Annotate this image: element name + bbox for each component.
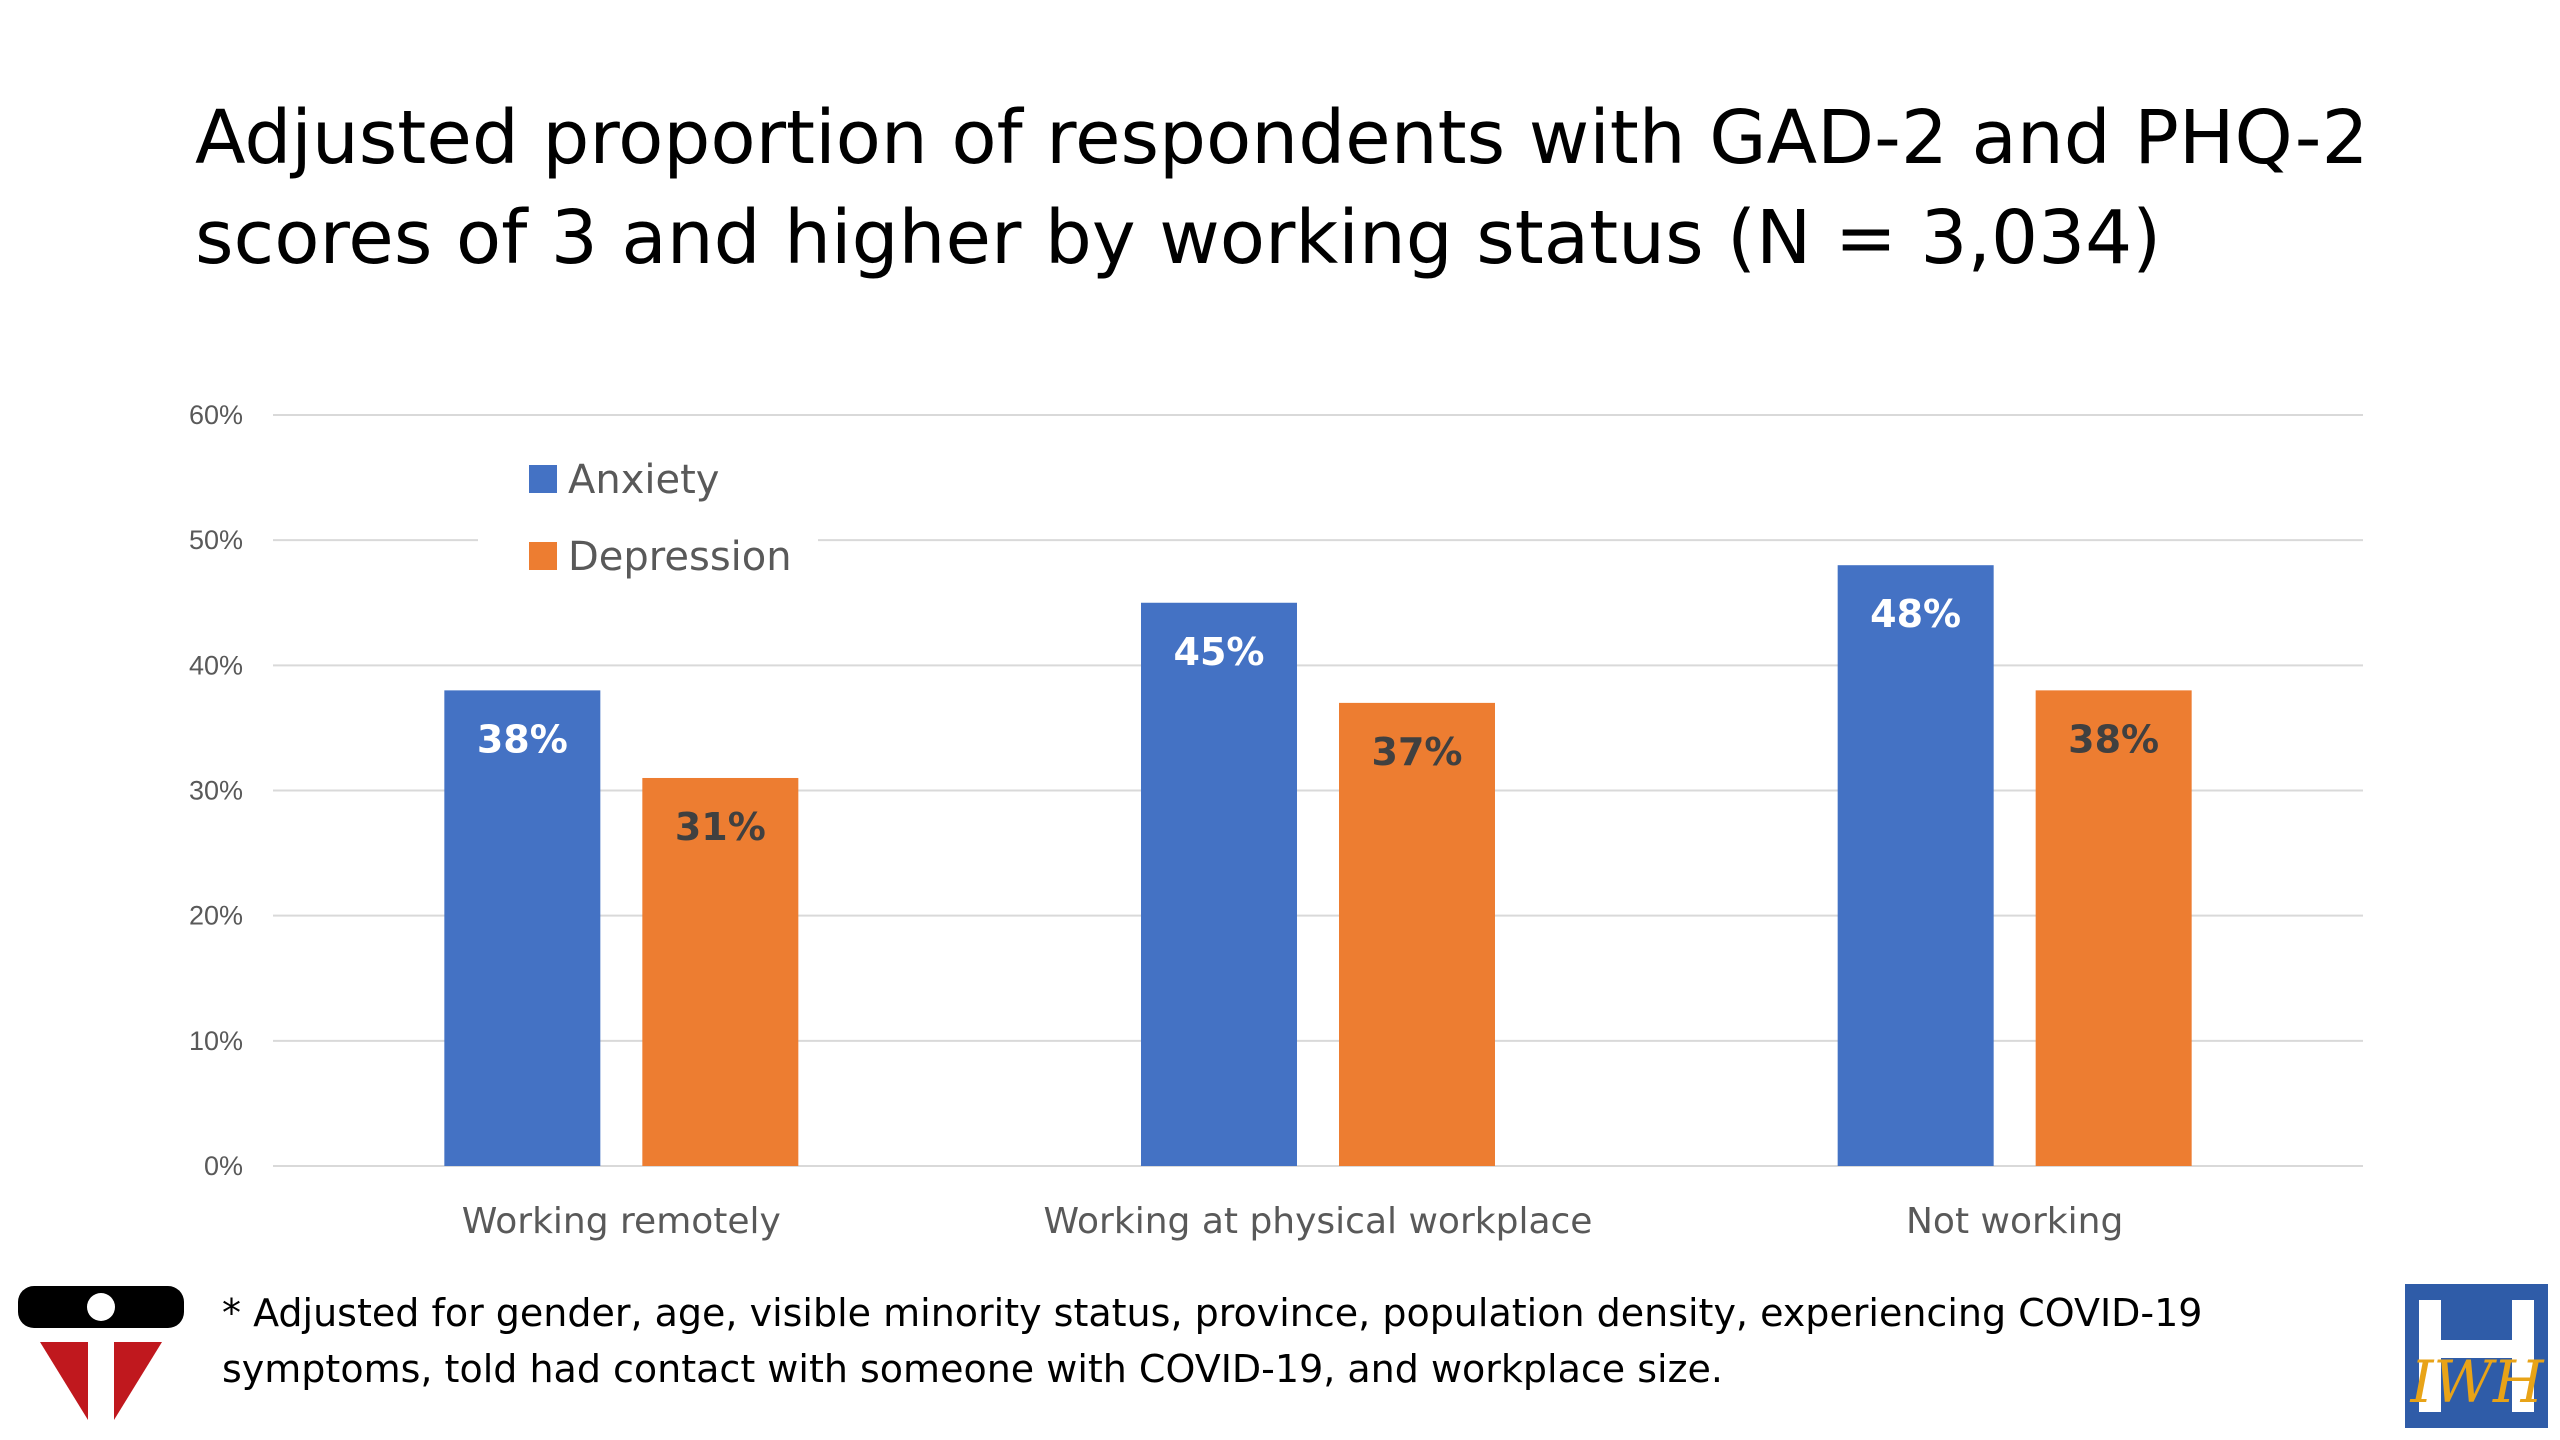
bar-chart: 0% 10% 20% 30% 40% 50% 60% 38% 31% Working remote… <box>189 400 2363 1242</box>
iwh-logo-mark: IWH <box>2409 1348 2545 1416</box>
legend-swatch <box>529 542 557 570</box>
data-label: 45% <box>1174 630 1265 674</box>
data-label: 38% <box>477 717 568 761</box>
iwh-logo: IWH <box>2405 1284 2548 1428</box>
legend-swatch <box>529 465 557 493</box>
data-label: 48% <box>1870 592 1961 636</box>
y-tick-label: 40% <box>189 650 243 680</box>
y-tick-label: 10% <box>189 1026 243 1056</box>
y-tick-label: 30% <box>189 776 243 806</box>
y-tick-label: 60% <box>189 400 243 430</box>
legend-label: Depression <box>568 534 792 580</box>
data-label: 38% <box>2068 717 2159 761</box>
footnote-line-2: symptoms, told had contact with someone … <box>222 1347 1723 1391</box>
footnote-line-1: * Adjusted for gender, age, visible mino… <box>222 1291 2203 1335</box>
data-label: 37% <box>1372 730 1463 774</box>
y-tick-label: 0% <box>204 1151 243 1181</box>
x-tick-label: Working at physical workplace <box>1044 1201 1593 1242</box>
institute-emblem-logo <box>18 1286 184 1420</box>
page-title: Adjusted proportion of respondents with … <box>195 88 2445 288</box>
y-tick-label: 50% <box>189 525 243 555</box>
legend-label: Anxiety <box>568 457 719 503</box>
bar <box>1339 702 1495 1166</box>
x-tick-label: Working remotely <box>462 1201 781 1242</box>
x-tick-label: Not working <box>1906 1201 2123 1242</box>
y-tick-label: 20% <box>189 901 243 931</box>
footnote: * Adjusted for gender, age, visible mino… <box>222 1285 2372 1397</box>
title-line-2: scores of 3 and higher by working status… <box>195 195 2162 281</box>
title-line-1: Adjusted proportion of respondents with … <box>195 95 2369 181</box>
bar <box>642 777 799 1166</box>
bar <box>1141 602 1297 1166</box>
bar <box>444 690 601 1166</box>
data-label: 31% <box>675 805 766 849</box>
bar <box>2035 690 2192 1166</box>
bar <box>1837 565 1994 1166</box>
